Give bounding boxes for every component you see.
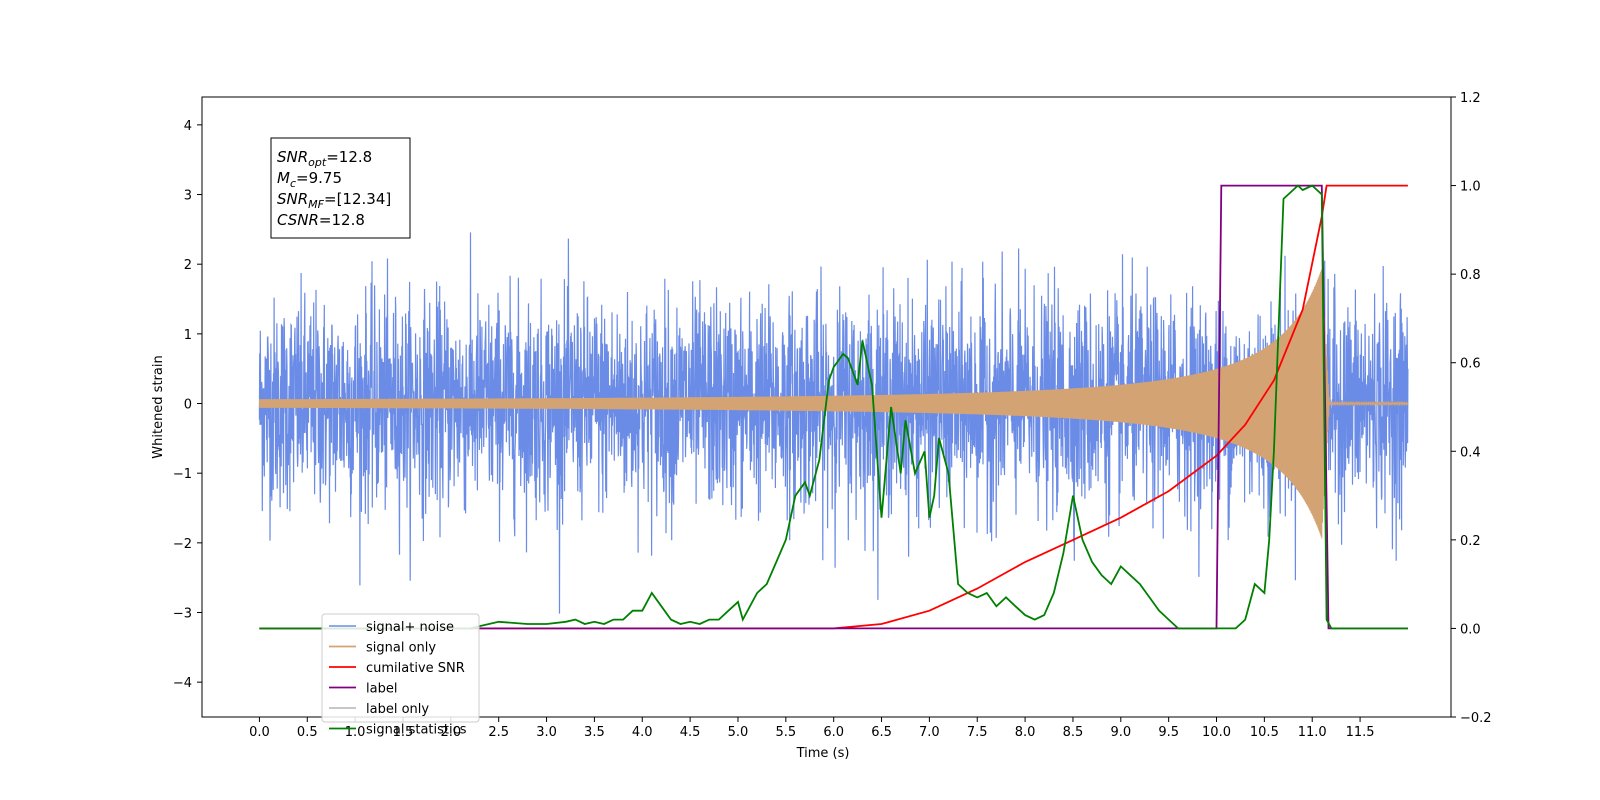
x-tick-label: 2.5: [488, 725, 509, 740]
plot-frame: [201, 96, 1452, 718]
y-tick-label: 1: [184, 328, 192, 343]
annotation-line: SNRMF=[12.34]: [277, 190, 391, 211]
x-tick-label: 4.0: [632, 725, 653, 740]
y2-tick-label: 1.0: [1460, 180, 1481, 195]
x-tick-label: 2.0: [440, 725, 461, 740]
legend-entry: label only: [366, 702, 429, 717]
y-tick-label: 0: [184, 398, 192, 413]
y-axis-right: 1.2 1.0 0.8 0.6 0.4 0.2 0.0 −0.2: [1451, 91, 1492, 726]
x-tick-label: 1.5: [393, 725, 414, 740]
legend-entry: label: [366, 682, 397, 697]
x-tick-label: 8.5: [1063, 725, 1084, 740]
y-tick-label: 4: [184, 119, 192, 134]
y-tick-label: −4: [173, 676, 192, 691]
y2-tick-label: 1.2: [1460, 91, 1481, 106]
x-tick-label: 11.5: [1346, 725, 1375, 740]
x-tick-label: 7.5: [967, 725, 988, 740]
y2-tick-label: 0.4: [1460, 445, 1481, 460]
legend-frame: [321, 613, 480, 723]
x-tick-label: 9.5: [1158, 725, 1179, 740]
legend-entry: cumilative SNR: [366, 661, 465, 676]
y2-tick-label: −0.2: [1460, 711, 1492, 726]
annotation-line: SNRopt=12.8: [277, 148, 372, 169]
x-tick-label: 3.5: [584, 725, 605, 740]
y-tick-label: 3: [184, 189, 192, 204]
annotation-line: Mc=9.75: [277, 169, 342, 190]
x-tick-label: 4.5: [680, 725, 701, 740]
x-tick-label: 3.0: [536, 725, 557, 740]
annotation-frame: [270, 137, 411, 239]
y2-tick-label: 0.2: [1460, 534, 1481, 549]
y-tick-label: −3: [173, 607, 192, 622]
y2-tick-label: 0.8: [1460, 268, 1481, 283]
y2-tick-label: 0.0: [1460, 622, 1481, 637]
x-tick-label: 0.5: [297, 725, 318, 740]
x-tick-label: 5.0: [728, 725, 749, 740]
legend-entry: signal only: [366, 641, 436, 656]
y-tick-label: −1: [173, 467, 192, 482]
x-axis-label: Time (s): [796, 746, 850, 761]
x-tick-label: 8.0: [1015, 725, 1036, 740]
series-cumulative-snr: [259, 184, 1408, 630]
plot-area: [258, 184, 1409, 630]
x-tick-label: 10.5: [1250, 725, 1279, 740]
x-tick-label: 11.0: [1298, 725, 1327, 740]
x-tick-label: 9.0: [1110, 725, 1131, 740]
x-tick-label: 0.0: [249, 725, 270, 740]
x-tick-label: 6.5: [871, 725, 892, 740]
legend-entry: signal statistics: [366, 723, 467, 738]
y-axis-left: 4 3 2 1 0 −1 −2 −3 −4: [173, 119, 202, 691]
annotation-line: CSNR=12.8: [277, 211, 365, 229]
legend-entry: signal+ noise: [366, 620, 454, 635]
x-tick-label: 5.5: [775, 725, 796, 740]
series-signal-statistics: [259, 184, 1408, 630]
x-axis: 0.0 0.5 1.0 1.5 2.0 2.5 3.0 3.5 4.0 4.5 5.0 5.5 6.0 6…: [249, 717, 1375, 740]
y-axis-label: Whitened strain: [151, 355, 166, 458]
legend: signal+ noise signal only cumilative SNR la…: [321, 613, 480, 738]
x-tick-label: 1.0: [345, 725, 366, 740]
y-tick-label: −2: [173, 537, 192, 552]
series-signal-only: [258, 269, 1409, 539]
x-tick-label: 10.0: [1202, 725, 1231, 740]
y2-tick-label: 0.6: [1460, 357, 1481, 372]
x-tick-label: 6.0: [823, 725, 844, 740]
y-tick-label: 2: [184, 258, 192, 273]
x-tick-label: 7.0: [919, 725, 940, 740]
